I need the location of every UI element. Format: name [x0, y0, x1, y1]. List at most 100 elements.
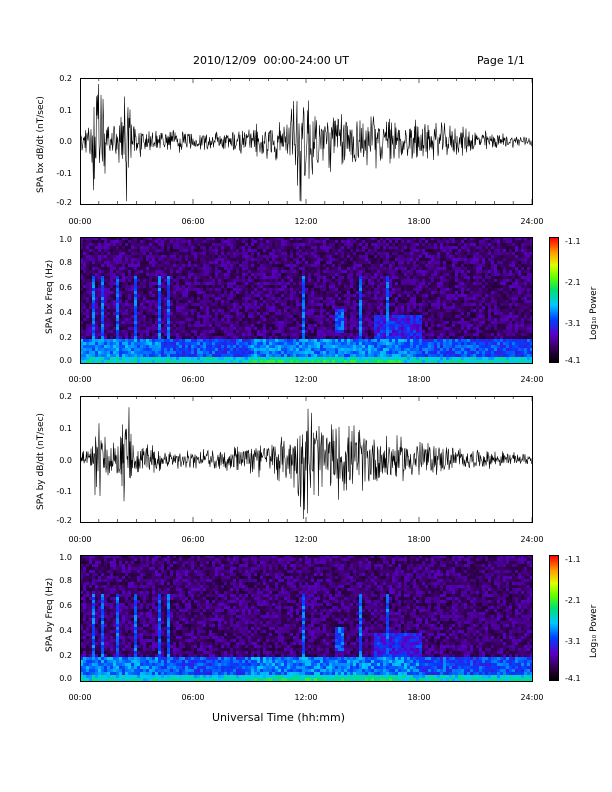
- spectrogram-cell: [287, 351, 290, 354]
- spectrogram-cell: [305, 312, 308, 315]
- spectrogram-cell: [281, 327, 284, 330]
- spectrogram-cell: [341, 333, 344, 336]
- spectrogram-cell: [344, 309, 347, 312]
- spectrogram-cell: [326, 327, 329, 330]
- spectrogram-cell: [386, 270, 389, 273]
- spectrogram-cell: [329, 291, 332, 294]
- spectrogram-cell: [86, 324, 89, 327]
- spectrogram-cell: [326, 258, 329, 261]
- spectrogram-cell: [284, 237, 287, 240]
- spectrogram-cell: [182, 276, 185, 279]
- spectrogram-cell: [134, 246, 137, 249]
- spectrogram-cell: [422, 339, 425, 342]
- spectrogram-cell: [311, 288, 314, 291]
- spectrogram-cell: [320, 237, 323, 240]
- spectrogram-cell: [143, 339, 146, 342]
- spectrogram-cell: [104, 309, 107, 312]
- spectrogram-cell: [353, 345, 356, 348]
- spectrogram-cell: [275, 291, 278, 294]
- spectrogram-cell: [143, 324, 146, 327]
- spectrogram-cell: [233, 303, 236, 306]
- spectrogram-cell: [332, 318, 335, 321]
- spectrogram-cell: [209, 360, 212, 363]
- spectrogram-cell: [212, 285, 215, 288]
- spectrogram-cell: [275, 237, 278, 240]
- spectrogram-cell: [317, 297, 320, 300]
- spectrogram-cell: [248, 342, 251, 345]
- spectrogram-cell: [143, 354, 146, 357]
- spectrogram-cell: [269, 267, 272, 270]
- spectrogram-cell: [410, 360, 413, 363]
- spectrogram-cell: [242, 270, 245, 273]
- spectrogram-cell: [245, 354, 248, 357]
- spectrogram-cell: [137, 348, 140, 351]
- spectrogram-cell: [155, 309, 158, 312]
- spectrogram-cell: [377, 246, 380, 249]
- spectrogram-cell: [299, 240, 302, 243]
- spectrogram-cell: [302, 255, 305, 258]
- spectrogram-cell: [245, 249, 248, 252]
- spectrogram-cell: [350, 342, 353, 345]
- spectrogram-cell: [263, 309, 266, 312]
- spectrogram-cell: [341, 252, 344, 255]
- spectrogram-cell: [134, 303, 137, 306]
- spectrogram-cell: [218, 249, 221, 252]
- spectrogram-cell: [143, 270, 146, 273]
- spectrogram-cell: [338, 360, 341, 363]
- spectrogram-cell: [95, 264, 98, 267]
- spectrogram-cell: [353, 279, 356, 282]
- spectrogram-cell: [380, 360, 383, 363]
- spectrogram-cell: [152, 339, 155, 342]
- spectrogram-cell: [161, 321, 164, 324]
- spectrogram-cell: [194, 246, 197, 249]
- spectrogram-cell: [428, 336, 431, 339]
- spectrogram-cell: [407, 297, 410, 300]
- spectrogram-cell: [155, 351, 158, 354]
- spectrogram-cell: [164, 333, 167, 336]
- spectrogram-cell: [344, 243, 347, 246]
- spectrogram-cell: [395, 237, 398, 240]
- spectrogram-cell: [257, 357, 260, 360]
- spectrogram-cell: [152, 243, 155, 246]
- spectrogram-cell: [335, 264, 338, 267]
- spectrogram-cell: [329, 288, 332, 291]
- spectrogram-cell: [146, 270, 149, 273]
- spectrogram-cell: [380, 303, 383, 306]
- spectrogram-cell: [95, 243, 98, 246]
- spectrogram-cell: [233, 240, 236, 243]
- spectrogram-cell: [155, 303, 158, 306]
- spectrogram-cell: [116, 270, 119, 273]
- spectrogram-cell: [380, 288, 383, 291]
- spectrogram-cell: [302, 303, 305, 306]
- spectrogram-cell: [359, 351, 362, 354]
- spectrogram-cell: [260, 336, 263, 339]
- spectrogram-cell: [407, 303, 410, 306]
- spectrogram-cell: [350, 273, 353, 276]
- spectrogram-cell: [203, 357, 206, 360]
- spectrogram-cell: [389, 240, 392, 243]
- spectrogram-cell: [374, 261, 377, 264]
- spectrogram-cell: [299, 315, 302, 318]
- spectrogram-cell: [380, 249, 383, 252]
- spectrogram-cell: [182, 315, 185, 318]
- spectrogram-cell: [428, 330, 431, 333]
- spectrogram-cell: [173, 279, 176, 282]
- spectrogram-cell: [428, 288, 431, 291]
- spectrogram-cell: [392, 315, 395, 318]
- spectrogram-cell: [353, 243, 356, 246]
- spectrogram-cell: [134, 237, 137, 240]
- spectrogram-cell: [146, 285, 149, 288]
- spectrogram-cell: [404, 240, 407, 243]
- spectrogram-cell: [233, 300, 236, 303]
- spectrogram-cell: [230, 321, 233, 324]
- spectrogram-cell: [392, 267, 395, 270]
- spectrogram-cell: [221, 246, 224, 249]
- spectrogram-cell: [347, 255, 350, 258]
- spectrogram-cell: [425, 321, 428, 324]
- spectrogram-cell: [92, 348, 95, 351]
- spectrogram-cell: [320, 357, 323, 360]
- spectrogram-cell: [338, 309, 341, 312]
- spectrogram-cell: [314, 249, 317, 252]
- spectrogram-cell: [152, 348, 155, 351]
- spectrogram-cell: [140, 351, 143, 354]
